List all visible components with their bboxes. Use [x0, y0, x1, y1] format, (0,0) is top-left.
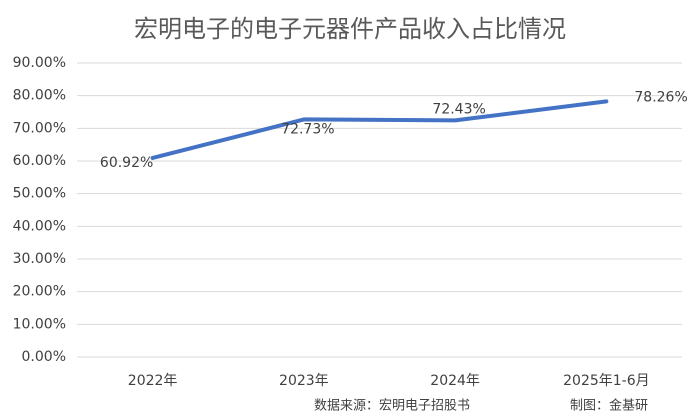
y-tick-label: 90.00%: [13, 55, 66, 71]
data-label: 78.26%: [634, 89, 687, 105]
x-tick-label: 2024年: [430, 373, 480, 389]
y-tick-label: 10.00%: [13, 316, 66, 332]
x-tick-label: 2022年: [128, 373, 178, 389]
y-tick-label: 20.00%: [13, 284, 66, 300]
y-tick-label: 50.00%: [13, 186, 66, 202]
chart-title: 宏明电子的电子元器件产品收入占比情况: [134, 15, 566, 43]
credit-note: 制图：金基研: [570, 398, 648, 414]
y-tick-label: 70.00%: [13, 120, 66, 136]
y-tick-label: 60.00%: [13, 153, 66, 169]
y-tick-label: 0.00%: [22, 349, 66, 365]
y-tick-label: 30.00%: [13, 251, 66, 267]
data-line: [150, 99, 609, 160]
y-tick-label: 40.00%: [13, 218, 66, 234]
y-tick-label: 80.00%: [13, 88, 66, 104]
x-tick-label: 2025年1-6月: [563, 373, 650, 389]
source-note: 数据来源：宏明电子招股书: [314, 399, 470, 414]
data-label: 72.43%: [432, 101, 485, 117]
data-label: 60.92%: [100, 155, 153, 171]
data-label: 72.73%: [281, 121, 334, 137]
x-tick-label: 2023年: [279, 373, 329, 389]
